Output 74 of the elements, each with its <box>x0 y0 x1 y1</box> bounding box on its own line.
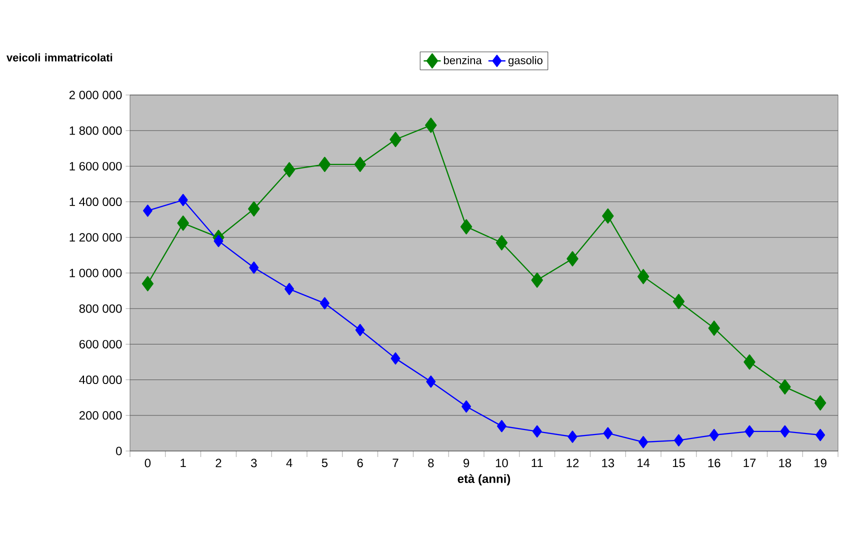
x-axis-title: età (anni) <box>458 474 510 486</box>
point <box>779 379 791 395</box>
y-tick-label: 200 000 <box>79 411 122 420</box>
x-tick-label: 1 <box>180 458 186 468</box>
point <box>142 204 152 217</box>
x-tick-label: 5 <box>322 458 328 468</box>
point <box>142 276 154 292</box>
x-tick-label: 8 <box>428 458 434 468</box>
point <box>814 395 826 411</box>
y-tick-label: 0 <box>116 446 122 456</box>
y-tick-label: 1 800 000 <box>70 126 122 135</box>
y-tick-label: 1 000 000 <box>70 268 122 278</box>
point <box>532 425 542 438</box>
point <box>672 294 685 310</box>
point <box>708 320 720 336</box>
point <box>425 118 437 133</box>
x-tick-label: 4 <box>286 458 292 468</box>
point <box>178 194 188 206</box>
point <box>460 219 472 234</box>
legend-label: benzina <box>444 56 482 64</box>
point <box>709 428 719 442</box>
point <box>355 324 365 336</box>
x-tick-label: 12 <box>566 458 579 468</box>
point <box>354 156 366 172</box>
point <box>638 436 648 448</box>
y-tick-label: 2 000 000 <box>69 90 122 100</box>
point <box>496 235 508 250</box>
y-tick-label: 1 400 000 <box>70 198 122 206</box>
x-tick-label: 10 <box>496 458 508 468</box>
point <box>318 156 331 172</box>
y-tick-label: 1 600 000 <box>70 162 122 170</box>
x-tick-label: 7 <box>392 458 398 468</box>
x-tick-label: 0 <box>144 458 151 468</box>
point <box>320 297 330 310</box>
x-tick-label: 19 <box>814 458 826 468</box>
x-tick-label: 15 <box>672 458 685 468</box>
x-tick-label: 6 <box>357 458 363 468</box>
point <box>496 420 506 432</box>
point <box>248 201 260 217</box>
point <box>744 354 756 370</box>
point <box>568 430 578 443</box>
point <box>284 282 294 296</box>
y-tick-label: 400 000 <box>79 376 122 384</box>
point <box>531 272 543 288</box>
point <box>816 428 826 442</box>
point <box>674 434 684 446</box>
point <box>283 162 296 178</box>
point <box>780 425 790 438</box>
x-tick-label: 13 <box>602 458 614 468</box>
point <box>603 427 613 440</box>
x-tick-label: 18 <box>779 458 792 468</box>
legend-label: gasolio <box>508 56 542 66</box>
x-tick-label: 14 <box>638 458 650 468</box>
x-tick-label: 3 <box>251 458 257 468</box>
point <box>637 268 650 284</box>
x-tick-label: 17 <box>744 458 756 468</box>
x-tick-label: 11 <box>532 458 543 468</box>
y-tick-label: 800 000 <box>79 304 122 313</box>
y-tick-label: 600 000 <box>79 340 122 348</box>
x-tick-label: 16 <box>708 458 720 468</box>
point <box>249 262 259 274</box>
point <box>462 400 472 413</box>
point <box>744 425 754 438</box>
point <box>566 251 578 266</box>
x-tick-label: 9 <box>464 458 470 468</box>
point <box>602 208 614 224</box>
point <box>390 352 400 365</box>
point <box>390 132 402 148</box>
point <box>426 375 436 388</box>
y-axis-title: veicoli immatricolati <box>6 53 112 62</box>
x-tick-label: 2 <box>216 458 222 468</box>
point <box>214 234 224 248</box>
y-tick-label: 1 200 000 <box>70 233 122 242</box>
point <box>177 216 189 231</box>
